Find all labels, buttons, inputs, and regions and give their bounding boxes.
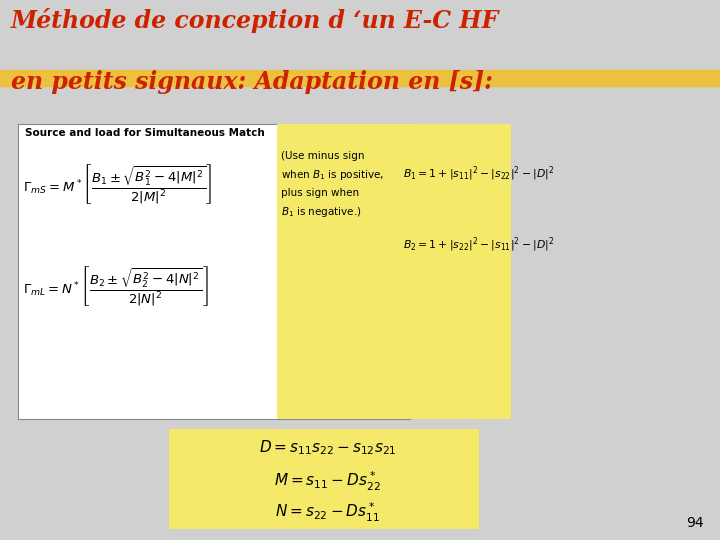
Text: $\Gamma_{mL} = N^* \left[\dfrac{B_2 \pm \sqrt{B_2^2 - 4|N|^2}}{2|N|^2}\right]$: $\Gamma_{mL} = N^* \left[\dfrac{B_2 \pm …: [23, 265, 209, 308]
Text: $D = s_{11}s_{22} - s_{12}s_{21}$: $D = s_{11}s_{22} - s_{12}s_{21}$: [258, 438, 397, 457]
Text: 94: 94: [687, 516, 704, 530]
FancyBboxPatch shape: [410, 124, 511, 418]
Text: Méthode de conception d ‘un E-C HF: Méthode de conception d ‘un E-C HF: [11, 8, 499, 33]
FancyBboxPatch shape: [277, 124, 511, 418]
Bar: [0, 70, 720, 86]
Text: $B_1 = 1 + |s_{11}|^2 - |s_{22}|^2 - |D|^2$: $B_1 = 1 + |s_{11}|^2 - |s_{22}|^2 - |D|…: [403, 165, 554, 183]
Text: $B_2 = 1 + |s_{22}|^2 - |s_{11}|^2 - |D|^2$: $B_2 = 1 + |s_{22}|^2 - |s_{11}|^2 - |D|…: [403, 235, 554, 253]
Text: Source and load for Simultaneous Match: Source and load for Simultaneous Match: [25, 128, 265, 138]
FancyBboxPatch shape: [169, 429, 479, 529]
Text: $\Gamma_{mS} = M^* \left[\dfrac{B_1 \pm \sqrt{B_1^2 - 4|M|^2}}{2|M|^2}\right]$: $\Gamma_{mS} = M^* \left[\dfrac{B_1 \pm …: [23, 162, 212, 206]
FancyBboxPatch shape: [18, 124, 410, 418]
Text: $M = s_{11} - Ds_{22}^*$: $M = s_{11} - Ds_{22}^*$: [274, 470, 381, 493]
Text: $N = s_{22} - Ds_{11}^*$: $N = s_{22} - Ds_{11}^*$: [275, 501, 380, 524]
Text: (Use minus sign
when $B_1$ is positive,
plus sign when
$B_1$ is negative.): (Use minus sign when $B_1$ is positive, …: [281, 151, 384, 219]
Text: en petits signaux: Adaptation en [s]:: en petits signaux: Adaptation en [s]:: [11, 70, 492, 94]
